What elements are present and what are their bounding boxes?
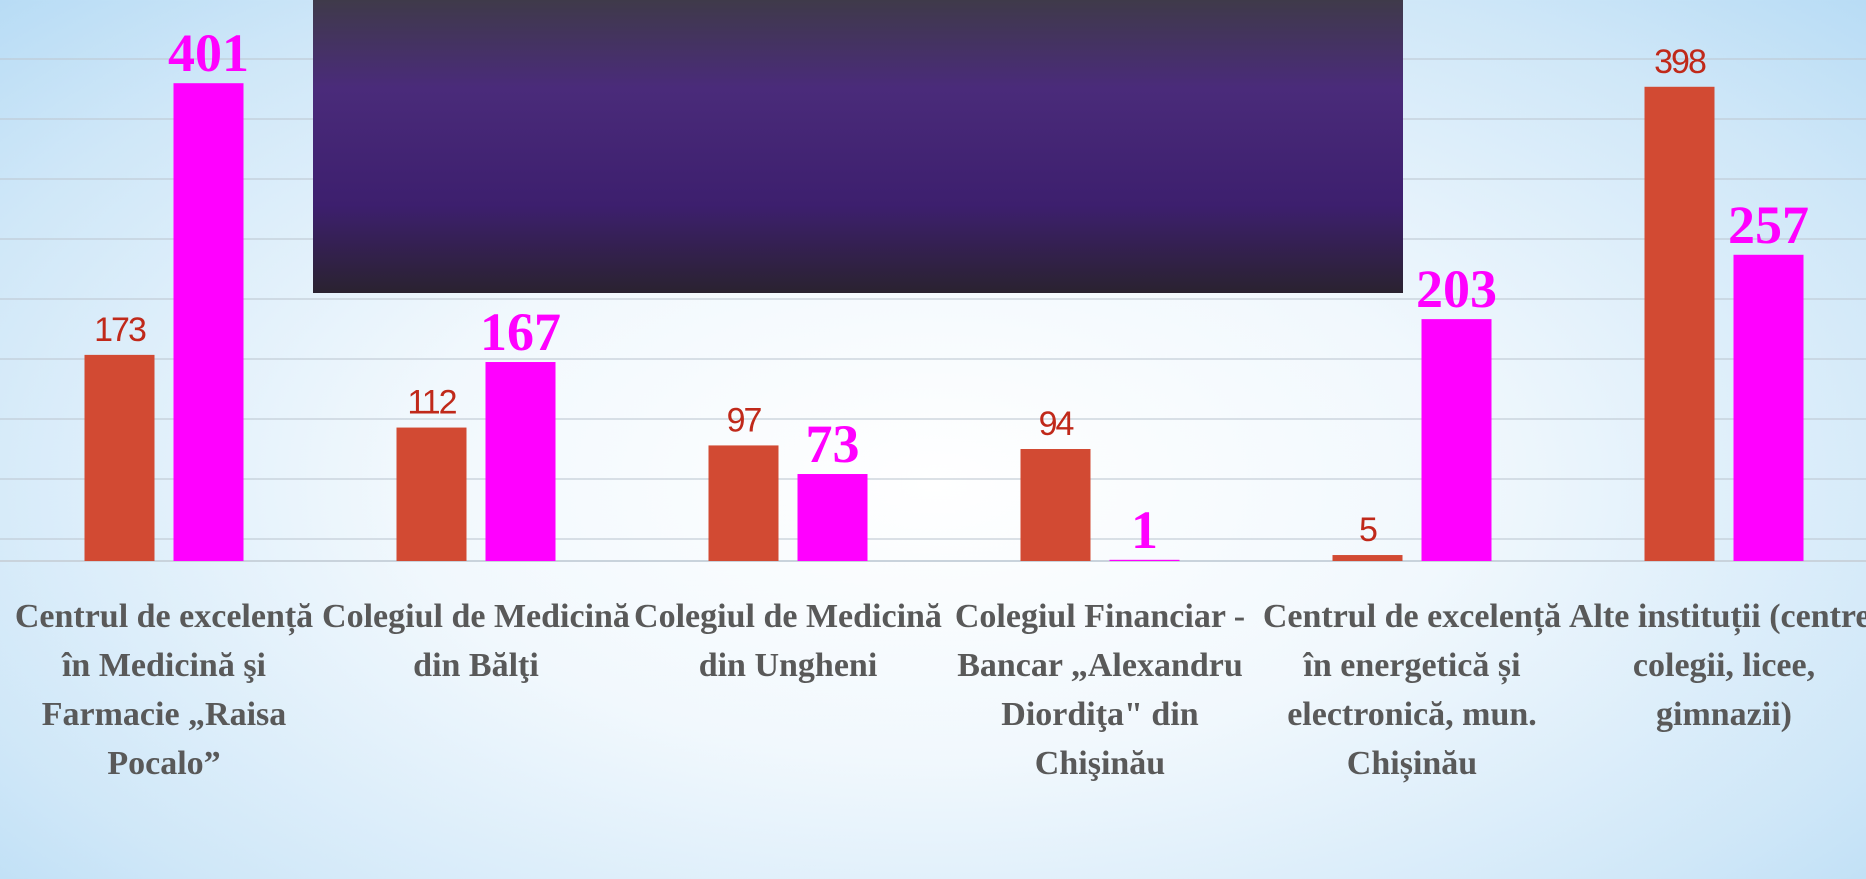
data-label: 398 (1654, 43, 1706, 81)
bar (1644, 86, 1715, 561)
bar (797, 474, 868, 561)
x-tick-label: Centrul de excelență în energetică și el… (1262, 598, 1562, 782)
photo (313, 0, 1403, 293)
bar (1109, 559, 1180, 561)
x-tick-label: Colegiul de Medicină din Ungheni (634, 598, 942, 684)
bar (485, 362, 556, 561)
x-tick-label: Alte instituții (centre, colegii, licee,… (1568, 598, 1866, 733)
data-label: 5 (1359, 511, 1377, 549)
bar (1733, 254, 1804, 561)
x-tick-label: Colegiul de Medicină din Bălţi (322, 598, 630, 684)
data-label: 73 (806, 414, 860, 474)
data-label: 173 (94, 311, 146, 349)
data-label: 257 (1728, 195, 1809, 255)
bar (396, 427, 467, 561)
bar (1020, 449, 1091, 561)
data-label: 97 (727, 401, 762, 439)
x-tick-label: Colegiul Financiar - Bancar „Alexandru D… (954, 598, 1246, 782)
data-label: 94 (1039, 405, 1074, 443)
data-label: 167 (480, 302, 561, 362)
bar (1421, 319, 1492, 561)
x-tick-label: Centrul de excelență în Medicină şi Farm… (14, 598, 314, 782)
bar (173, 83, 244, 561)
bar (708, 445, 779, 561)
bar (84, 354, 155, 561)
bar (1332, 555, 1403, 561)
data-label: 203 (1416, 259, 1497, 319)
data-label: 112 (407, 384, 456, 422)
data-label: 1 (1131, 500, 1158, 560)
data-label: 401 (168, 23, 249, 83)
